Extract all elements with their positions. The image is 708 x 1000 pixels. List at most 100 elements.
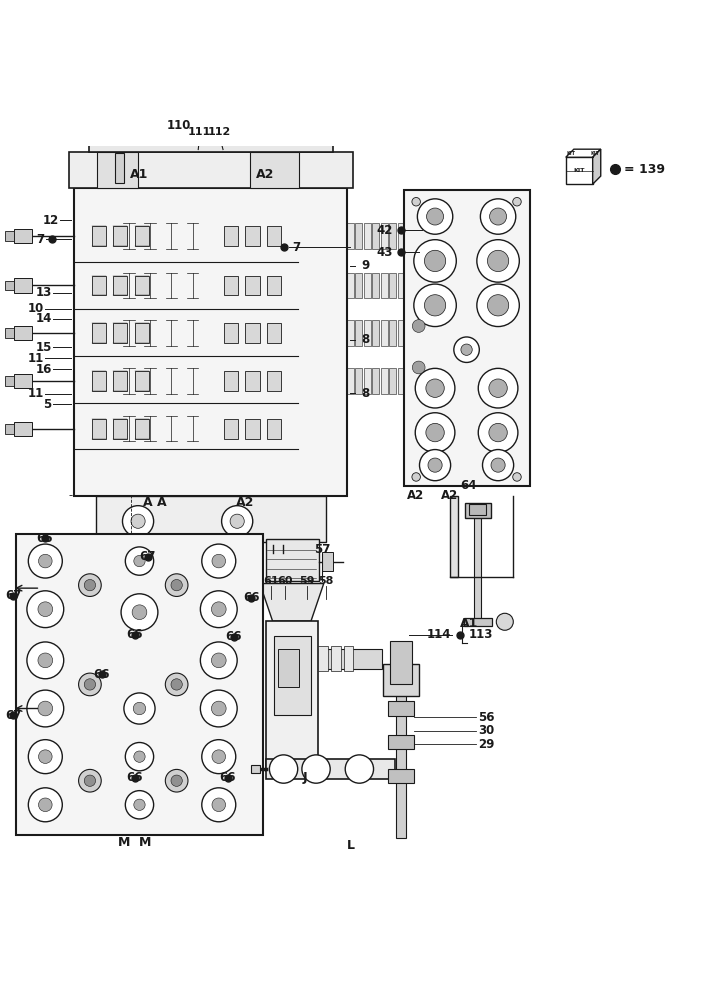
Circle shape bbox=[84, 579, 96, 591]
Circle shape bbox=[496, 613, 513, 630]
Bar bbox=[388, 701, 413, 716]
Text: 114: 114 bbox=[426, 628, 451, 641]
Bar bbox=[92, 419, 106, 439]
Bar bbox=[250, 152, 299, 188]
Circle shape bbox=[212, 653, 226, 668]
Circle shape bbox=[222, 506, 253, 537]
Circle shape bbox=[428, 458, 442, 472]
Bar bbox=[372, 320, 379, 346]
Text: A2: A2 bbox=[441, 489, 458, 502]
Bar bbox=[347, 273, 354, 298]
Polygon shape bbox=[593, 149, 600, 184]
Circle shape bbox=[200, 591, 237, 628]
Text: J: J bbox=[302, 771, 307, 784]
Circle shape bbox=[38, 798, 52, 812]
Circle shape bbox=[171, 579, 182, 591]
Bar bbox=[224, 323, 239, 343]
Text: 8: 8 bbox=[361, 333, 370, 346]
Circle shape bbox=[131, 514, 145, 528]
Bar bbox=[390, 641, 411, 684]
Bar bbox=[372, 368, 379, 394]
Text: 5: 5 bbox=[43, 398, 52, 411]
Circle shape bbox=[415, 368, 455, 408]
Text: 12: 12 bbox=[42, 214, 59, 227]
Bar bbox=[274, 636, 312, 715]
Circle shape bbox=[27, 591, 64, 628]
Bar bbox=[14, 229, 32, 243]
Bar bbox=[16, 534, 263, 835]
Text: 8: 8 bbox=[361, 387, 370, 400]
Bar bbox=[14, 278, 32, 293]
Text: A1: A1 bbox=[460, 617, 479, 630]
Bar bbox=[14, 374, 32, 388]
Bar bbox=[389, 223, 396, 249]
Circle shape bbox=[424, 250, 446, 272]
Circle shape bbox=[426, 208, 443, 225]
Circle shape bbox=[121, 594, 158, 631]
Text: 42: 42 bbox=[377, 224, 393, 237]
Circle shape bbox=[122, 506, 154, 537]
Text: KIT: KIT bbox=[591, 151, 600, 156]
Bar bbox=[246, 226, 260, 246]
Circle shape bbox=[412, 473, 421, 481]
Bar bbox=[14, 422, 32, 436]
Bar bbox=[135, 226, 149, 246]
Bar bbox=[266, 621, 318, 771]
Bar bbox=[69, 152, 353, 188]
Bar bbox=[88, 130, 333, 152]
Circle shape bbox=[202, 544, 236, 578]
Text: 67: 67 bbox=[5, 589, 21, 602]
Bar bbox=[469, 504, 486, 515]
Text: 60: 60 bbox=[277, 576, 292, 586]
Text: 58: 58 bbox=[318, 576, 333, 586]
Text: 7: 7 bbox=[292, 241, 300, 254]
Circle shape bbox=[79, 574, 101, 596]
Bar bbox=[347, 320, 354, 346]
Text: A: A bbox=[156, 496, 166, 509]
Bar bbox=[381, 368, 388, 394]
Bar bbox=[364, 368, 371, 394]
Bar bbox=[416, 368, 421, 394]
Polygon shape bbox=[566, 157, 593, 184]
Bar bbox=[398, 223, 405, 249]
Circle shape bbox=[461, 344, 472, 355]
Bar bbox=[266, 759, 396, 779]
Circle shape bbox=[38, 750, 52, 763]
Text: 59: 59 bbox=[299, 576, 314, 586]
Circle shape bbox=[491, 458, 506, 472]
Circle shape bbox=[202, 740, 236, 774]
Text: KIT: KIT bbox=[573, 168, 585, 173]
Bar bbox=[97, 152, 138, 188]
Circle shape bbox=[489, 423, 507, 442]
Bar bbox=[135, 371, 149, 391]
Bar bbox=[372, 223, 379, 249]
Bar bbox=[267, 323, 281, 343]
Bar bbox=[96, 496, 326, 542]
Text: 66: 66 bbox=[243, 591, 259, 604]
Circle shape bbox=[415, 413, 455, 452]
Circle shape bbox=[27, 642, 64, 679]
Circle shape bbox=[419, 450, 450, 481]
Bar bbox=[92, 371, 106, 391]
Text: 43: 43 bbox=[377, 246, 393, 259]
Bar bbox=[5, 376, 14, 386]
Bar bbox=[92, 226, 106, 246]
Circle shape bbox=[200, 642, 237, 679]
Circle shape bbox=[479, 368, 518, 408]
Bar bbox=[267, 226, 281, 246]
Text: 16: 16 bbox=[35, 363, 52, 376]
Text: = 139: = 139 bbox=[624, 163, 666, 176]
Circle shape bbox=[426, 379, 445, 397]
Bar bbox=[364, 273, 371, 298]
Text: A2: A2 bbox=[407, 489, 424, 502]
Bar bbox=[224, 419, 239, 439]
Circle shape bbox=[79, 769, 101, 792]
Text: 9: 9 bbox=[361, 259, 370, 272]
Circle shape bbox=[487, 295, 508, 316]
Text: 64: 64 bbox=[460, 479, 476, 492]
Bar bbox=[135, 276, 149, 295]
Text: 10: 10 bbox=[28, 302, 44, 315]
Bar bbox=[5, 281, 14, 290]
Text: 66: 66 bbox=[126, 771, 142, 784]
Circle shape bbox=[84, 775, 96, 786]
